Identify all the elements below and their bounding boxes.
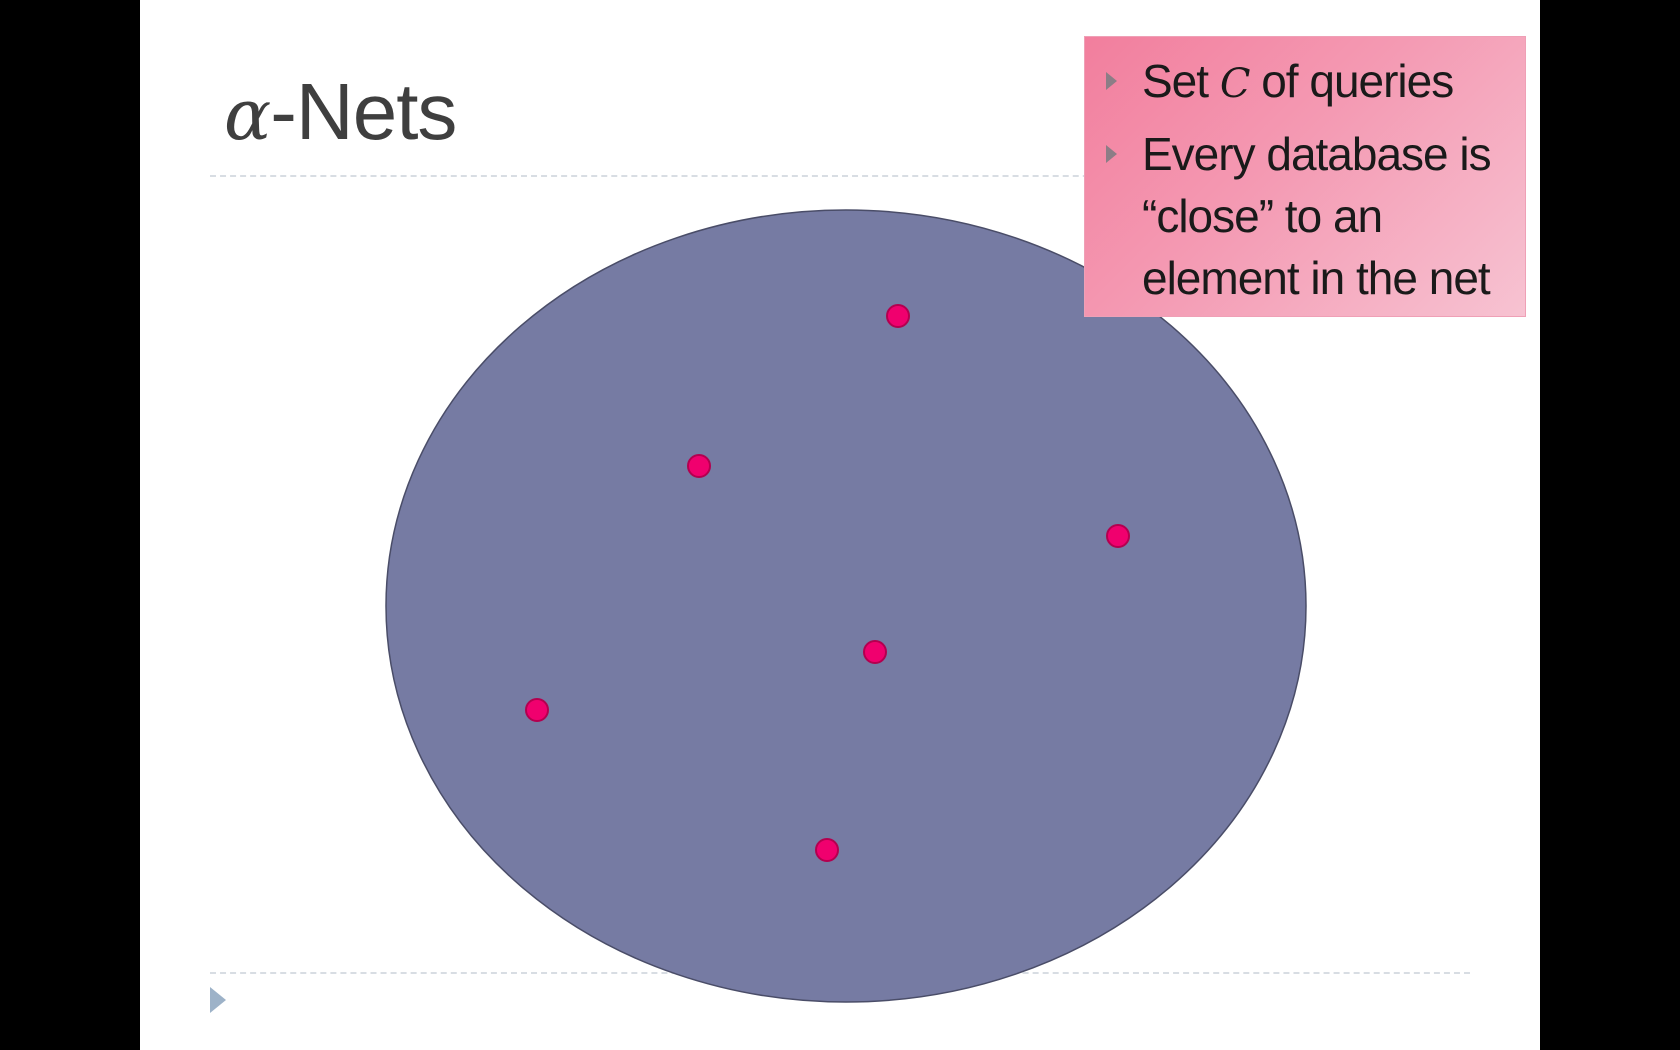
net-point bbox=[886, 304, 910, 328]
footer-arrow-icon bbox=[210, 987, 226, 1013]
net-point bbox=[863, 640, 887, 664]
bullet-every-database: Every database is “close” to an element … bbox=[1106, 123, 1508, 309]
title-alpha-symbol: α bbox=[224, 74, 271, 156]
bullet-1-before: Set bbox=[1142, 55, 1220, 107]
definition-callout: Set C of queries Every database is “clos… bbox=[1084, 36, 1526, 317]
right-letterbox bbox=[1540, 0, 1680, 1050]
net-point bbox=[525, 698, 549, 722]
net-point bbox=[687, 454, 711, 478]
net-diagram bbox=[385, 209, 1307, 1003]
bullet-set-c: Set C of queries bbox=[1106, 50, 1508, 115]
net-point bbox=[815, 838, 839, 862]
bullet-arrow-icon bbox=[1106, 145, 1117, 163]
net-point bbox=[1106, 524, 1130, 548]
title-divider bbox=[210, 175, 1470, 177]
slide-title: α-Nets bbox=[224, 72, 457, 152]
bullet-arrow-icon bbox=[1106, 72, 1117, 90]
bullet-2-text: Every database is “close” to an element … bbox=[1142, 128, 1492, 304]
left-letterbox bbox=[0, 0, 140, 1050]
math-variable-c: C bbox=[1219, 61, 1251, 107]
query-set-ellipse bbox=[385, 209, 1307, 1003]
callout-bullet-list: Set C of queries Every database is “clos… bbox=[1084, 36, 1526, 309]
net-points bbox=[525, 304, 1130, 862]
bullet-1-after: of queries bbox=[1249, 55, 1454, 107]
slide: α-Nets Set C of queries Every database i… bbox=[140, 0, 1540, 1050]
title-text: -Nets bbox=[270, 67, 457, 156]
